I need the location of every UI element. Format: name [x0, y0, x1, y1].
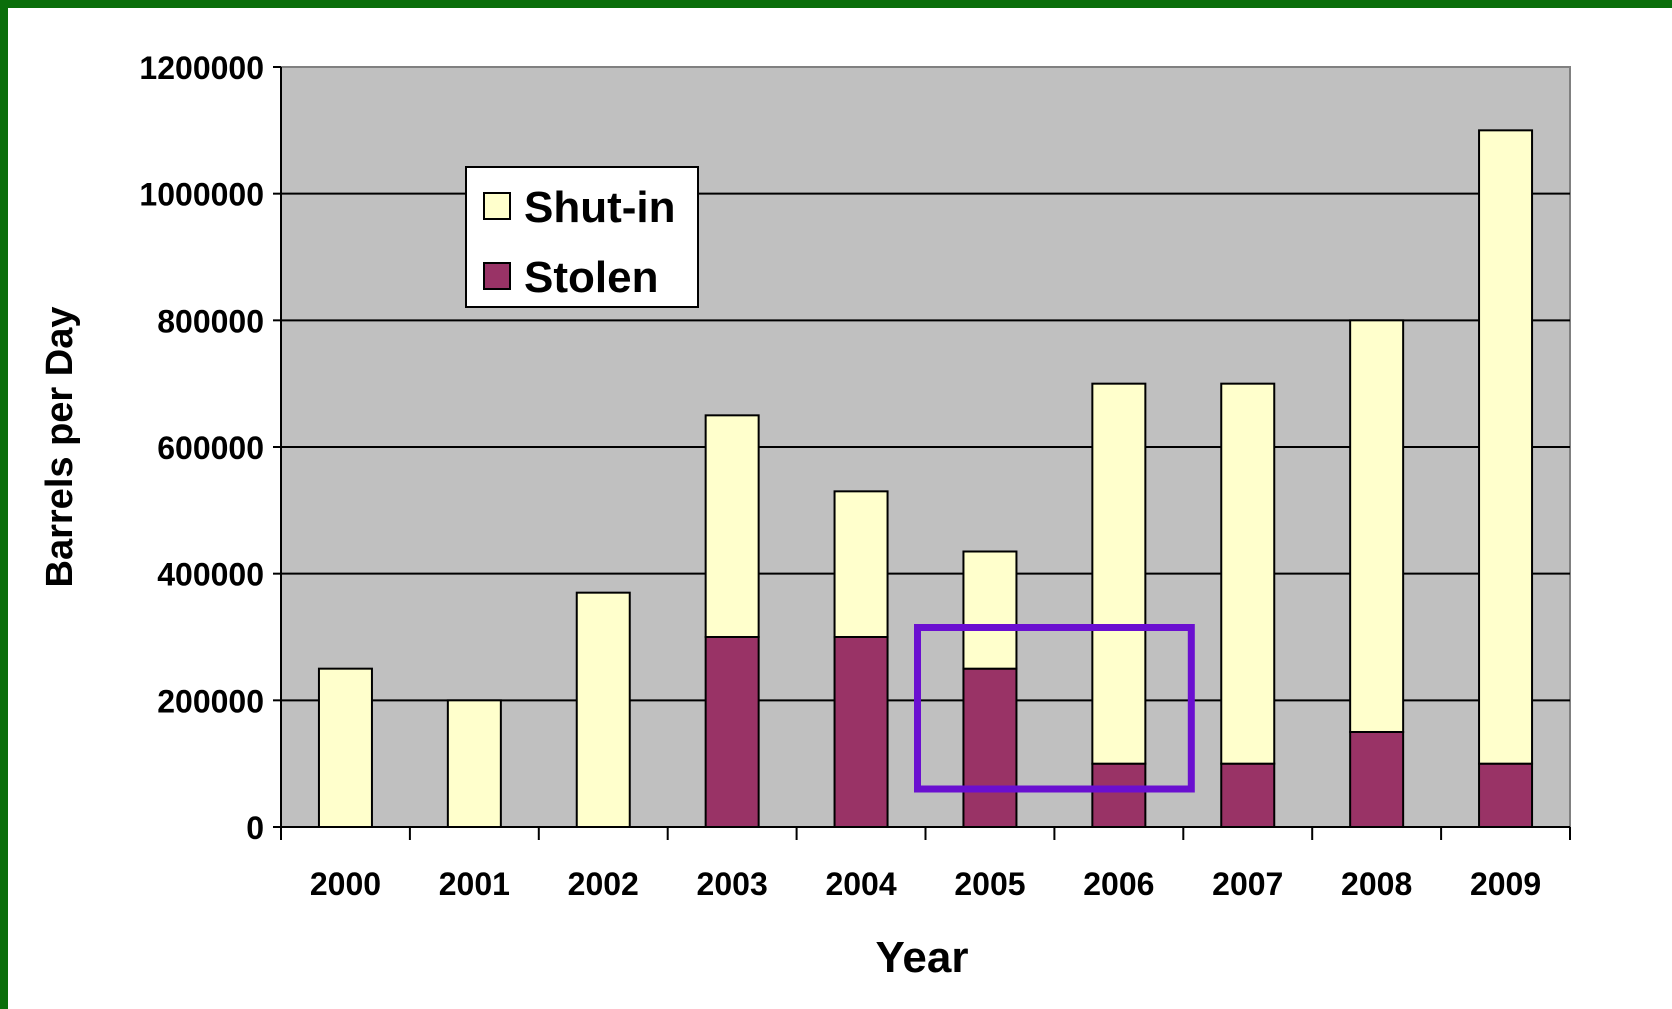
- y-tick-label: 600000: [157, 430, 264, 466]
- legend: Shut-in Stolen: [465, 166, 699, 308]
- x-tick-label: 2002: [568, 866, 639, 902]
- x-tick-label: 2009: [1470, 866, 1541, 902]
- y-tick-label: 1200000: [139, 50, 264, 86]
- bar-stolen-2008: [1349, 731, 1405, 828]
- y-tick-label: 0: [246, 810, 264, 846]
- x-axis-title: Year: [876, 933, 969, 982]
- y-tick-label: 200000: [157, 683, 264, 719]
- tick-labels: 0 200000 400000 600000 800000 1000000 1200000 2…: [139, 50, 1541, 902]
- x-tick-label: 2005: [954, 866, 1025, 902]
- bar-shut-in-2007: [1220, 382, 1276, 765]
- bar-stolen-2003: [704, 636, 760, 828]
- bar-shut-in-2001: [446, 699, 502, 828]
- x-tick-label: 2006: [1083, 866, 1154, 902]
- bar-stolen-2005: [962, 667, 1018, 829]
- bar-shut-in-2009: [1478, 129, 1534, 765]
- x-tick-label: 2004: [825, 866, 896, 902]
- axes: [273, 66, 1571, 840]
- bar-stolen-2007: [1220, 762, 1276, 829]
- x-tick-label: 2003: [697, 866, 768, 902]
- legend-label: Shut-in: [524, 183, 676, 232]
- y-tick-label: 1000000: [139, 177, 264, 213]
- x-tick-label: 2001: [439, 866, 510, 902]
- legend-label: Stolen: [524, 253, 658, 302]
- bar-shut-in-2002: [575, 591, 631, 829]
- legend-swatch-shut-in: [483, 192, 511, 220]
- annotations: [914, 624, 1195, 793]
- bar-shut-in-2006: [1091, 382, 1147, 765]
- y-tick-label: 400000: [157, 557, 264, 593]
- bar-shut-in-2000: [317, 667, 373, 829]
- bar-stolen-2009: [1478, 762, 1534, 829]
- bar-shut-in-2004: [833, 490, 889, 639]
- bar-shut-in-2005: [962, 550, 1018, 670]
- bar-shut-in-2003: [704, 414, 760, 639]
- x-tick-label: 2007: [1212, 866, 1283, 902]
- bar-shut-in-2008: [1349, 319, 1405, 733]
- y-axis-title: Barrels per Day: [39, 307, 81, 588]
- x-tick-label: 2008: [1341, 866, 1412, 902]
- legend-swatch-stolen: [483, 262, 511, 290]
- highlight-box: [914, 624, 1195, 793]
- y-tick-label: 800000: [157, 303, 264, 339]
- bars: [317, 129, 1534, 829]
- bar-stolen-2004: [833, 636, 889, 828]
- bar-stolen-2006: [1091, 762, 1147, 829]
- x-tick-label: 2000: [310, 866, 381, 902]
